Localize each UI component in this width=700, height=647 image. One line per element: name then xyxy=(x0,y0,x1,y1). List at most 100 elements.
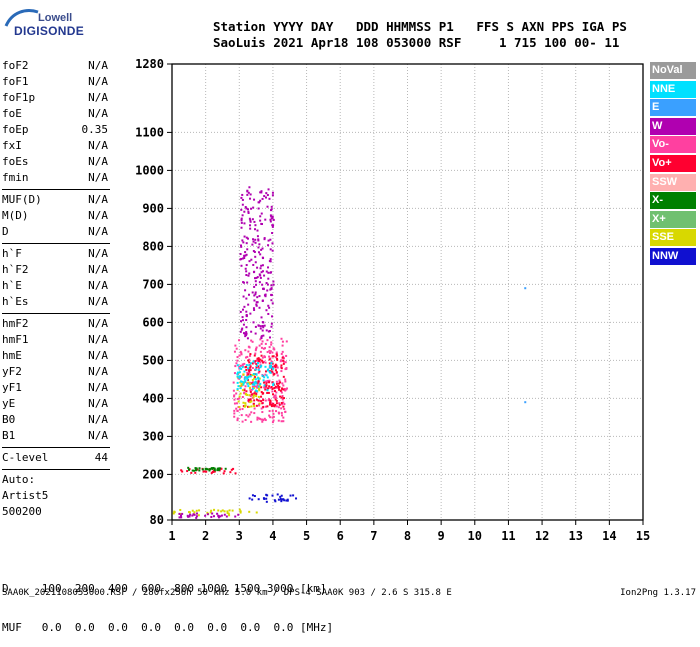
data-pixel xyxy=(268,330,271,333)
data-pixel xyxy=(235,347,238,350)
data-pixel xyxy=(249,312,252,315)
param-value: N/A xyxy=(88,381,108,394)
param-label: yF1 xyxy=(2,381,22,394)
data-pixel xyxy=(226,510,229,513)
data-pixel xyxy=(269,416,272,419)
param-value: N/A xyxy=(88,75,108,88)
param-label: yF2 xyxy=(2,365,22,378)
data-pixel xyxy=(268,306,271,309)
data-pixel xyxy=(285,340,288,343)
data-pixel xyxy=(236,397,239,400)
data-pixel xyxy=(245,310,248,313)
data-pixel xyxy=(248,405,251,408)
data-pixel xyxy=(266,351,269,354)
data-pixel xyxy=(253,250,256,253)
data-pixel xyxy=(248,272,251,275)
data-pixel xyxy=(217,516,220,519)
data-pixel xyxy=(257,357,260,360)
data-pixel xyxy=(193,513,196,516)
data-pixel xyxy=(259,327,262,330)
data-pixel xyxy=(275,351,278,354)
data-pixel xyxy=(257,201,260,204)
data-pixel xyxy=(271,366,274,369)
data-pixel xyxy=(201,468,204,471)
data-pixel xyxy=(244,254,247,257)
data-pixel xyxy=(254,390,257,393)
data-pixel xyxy=(273,499,276,502)
data-pixel xyxy=(228,514,231,517)
data-pixel xyxy=(251,494,254,497)
param-value: N/A xyxy=(88,171,108,184)
data-pixel xyxy=(242,323,245,326)
data-pixel xyxy=(244,404,247,407)
data-pixel xyxy=(267,271,270,274)
data-pixel xyxy=(284,361,287,364)
data-pixel xyxy=(245,332,248,335)
data-pixel xyxy=(235,392,238,395)
data-pixel xyxy=(249,398,252,401)
data-pixel xyxy=(238,339,241,342)
data-pixel xyxy=(242,257,245,260)
data-pixel xyxy=(237,513,240,516)
data-pixel xyxy=(249,354,252,357)
data-pixel xyxy=(262,257,265,260)
data-pixel xyxy=(260,391,263,394)
data-pixel xyxy=(257,251,260,254)
data-pixel xyxy=(258,404,261,407)
data-pixel xyxy=(283,408,286,411)
data-pixel xyxy=(243,362,246,365)
data-pixel xyxy=(255,347,258,350)
data-pixel xyxy=(284,378,287,381)
data-pixel xyxy=(270,341,273,344)
data-pixel xyxy=(262,287,265,290)
x-tick-label: 15 xyxy=(636,529,650,543)
data-pixel xyxy=(233,395,236,398)
data-pixel xyxy=(230,468,233,471)
data-pixel xyxy=(192,513,195,516)
data-pixel xyxy=(270,287,273,290)
separator xyxy=(2,447,110,448)
param-label: fxI xyxy=(2,139,22,152)
data-pixel xyxy=(253,285,256,288)
data-pixel xyxy=(262,361,265,364)
y-tick-label: 1280 xyxy=(135,57,164,71)
data-pixel xyxy=(240,226,243,229)
data-pixel xyxy=(242,295,245,298)
data-pixel xyxy=(241,239,244,242)
param-row: h`E N/A xyxy=(2,278,110,294)
data-pixel xyxy=(240,353,243,356)
param-row: D N/A xyxy=(2,224,110,240)
data-pixel xyxy=(236,409,239,412)
data-point xyxy=(524,287,527,290)
data-pixel xyxy=(253,270,256,273)
data-pixel xyxy=(260,342,263,345)
clevel-value: 44 xyxy=(94,451,108,464)
legend-item: Vo+ xyxy=(650,154,696,172)
data-pixel xyxy=(213,467,216,470)
data-pixel xyxy=(244,356,247,359)
data-pixel xyxy=(217,509,220,512)
data-pixel xyxy=(178,516,181,519)
data-pixel xyxy=(269,400,272,403)
data-pixel xyxy=(241,363,244,366)
data-pixel xyxy=(197,514,200,517)
data-pixel xyxy=(264,405,267,408)
param-value: N/A xyxy=(88,225,108,238)
clevel-label: C-level xyxy=(2,451,49,464)
data-pixel xyxy=(237,400,240,403)
data-pixel xyxy=(240,257,243,260)
data-pixel xyxy=(280,407,283,410)
data-pixel xyxy=(263,347,266,350)
data-pixel xyxy=(252,402,255,405)
param-value: N/A xyxy=(88,333,108,346)
data-pixel xyxy=(269,258,272,261)
data-pixel xyxy=(253,405,256,408)
data-pixel xyxy=(272,412,275,415)
data-pixel xyxy=(260,191,263,194)
data-pixel xyxy=(250,207,253,210)
data-pixel xyxy=(257,239,260,242)
data-pixel xyxy=(278,388,281,391)
data-pixel xyxy=(280,403,283,406)
legend-item: X+ xyxy=(650,210,696,228)
data-pixel xyxy=(268,379,271,382)
